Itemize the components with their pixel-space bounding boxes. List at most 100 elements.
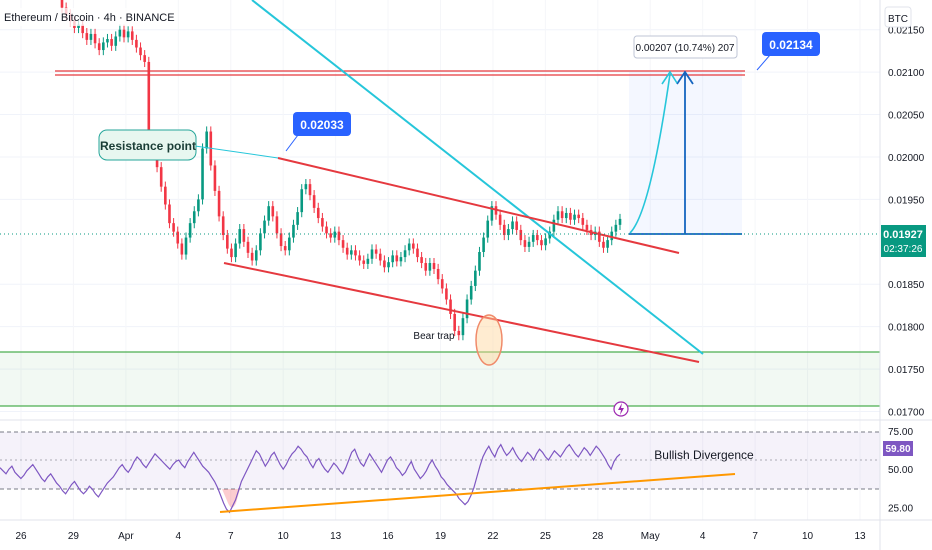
candle-body [544, 238, 547, 246]
candle-body [81, 24, 84, 34]
candle-body [445, 288, 448, 300]
candle-body [205, 131, 208, 149]
candle-body [213, 165, 217, 191]
candle-body [246, 241, 250, 253]
candle-body [296, 212, 299, 225]
candle-body [159, 167, 163, 187]
swing-high-pointer [285, 134, 299, 152]
price-tick-label: 0.01800 [888, 323, 925, 334]
candle-body [304, 184, 308, 190]
bear-trap-marker [475, 314, 503, 366]
candle-body [350, 250, 353, 255]
candle-body [126, 31, 130, 38]
candle-body [60, 0, 64, 8]
candle-body [416, 248, 419, 258]
drawings [0, 0, 880, 366]
candle-body [527, 241, 531, 247]
candle-body [378, 253, 382, 261]
rsi-tick-label: 50.00 [888, 465, 913, 476]
rsi-tick-label: 75.00 [888, 427, 913, 438]
candle-body [399, 257, 403, 262]
candle-body [366, 258, 370, 264]
rsi-line-group [0, 443, 621, 514]
projection-label-box [633, 35, 738, 59]
candle-body [300, 189, 304, 213]
candle-body [118, 29, 122, 37]
candle-body [168, 204, 171, 224]
time-tick-label: 19 [435, 531, 447, 542]
candle-body [308, 184, 312, 196]
currency-box[interactable] [884, 6, 912, 28]
candle-body [97, 43, 101, 51]
candle-body [275, 216, 279, 234]
time-tick-label: 16 [383, 531, 395, 542]
grid [0, 29, 880, 413]
candle-body [403, 250, 407, 258]
candle-body [192, 211, 196, 224]
support-zone [0, 352, 880, 406]
candle-body [598, 231, 601, 242]
candle-body [469, 285, 473, 300]
candle-body [424, 263, 428, 271]
resistance-point-label: Resistance point [100, 139, 196, 153]
candle-body [412, 243, 415, 249]
descending-trendline [251, 0, 704, 355]
current-price-label: 0.01927 [883, 229, 923, 241]
countdown-label: 02:37:26 [884, 244, 923, 255]
candle-body [93, 33, 97, 44]
candle-body [201, 148, 204, 200]
candle-body [184, 237, 188, 255]
candle-body [139, 47, 142, 56]
candle-body [89, 33, 93, 40]
candle-body [490, 206, 494, 221]
price-axis-bg [880, 0, 932, 550]
callouts: Resistance point 0.02033 0.02134 0.00207… [98, 32, 820, 417]
price-axis-ticks: 0.02150 0.02100 0.02050 0.02000 0.01950 0.018… [888, 26, 925, 419]
time-tick-label: 13 [854, 531, 866, 542]
candle-body [147, 61, 151, 139]
candle-body [606, 240, 609, 248]
candle-body [279, 233, 283, 247]
candle-body [502, 224, 506, 236]
candle-body [428, 263, 432, 271]
candle-body [577, 214, 580, 219]
candle-body [362, 260, 366, 264]
bullish-divergence-label: Bullish Divergence [654, 448, 754, 462]
projection-curve-head [661, 70, 678, 85]
candle-body [387, 262, 390, 268]
candle-body [341, 240, 345, 248]
candle-body [395, 255, 399, 262]
time-tick-label: 25 [540, 531, 552, 542]
candle-body [461, 318, 465, 336]
candle-body [540, 240, 543, 246]
candle-body [614, 224, 618, 232]
candle-body [536, 235, 539, 241]
candle-body [391, 255, 394, 263]
candle-body [135, 39, 138, 48]
candle-body [267, 206, 270, 221]
candle-body [226, 235, 229, 249]
candle-body [440, 279, 444, 289]
candle-body [176, 231, 180, 244]
candle-body [110, 39, 113, 46]
candle-body [263, 220, 266, 234]
candle-body [325, 226, 328, 234]
candle-body [552, 219, 556, 232]
candle-body [197, 199, 200, 212]
candle-body [358, 255, 361, 261]
candle-body [585, 224, 589, 230]
price-tick-label: 0.01750 [888, 365, 925, 376]
target-label: 0.02134 [769, 38, 813, 52]
candles [60, 0, 622, 341]
candle-body [515, 221, 518, 230]
price-tick-label: 0.02150 [888, 26, 925, 37]
title-bar: Ethereum / Bitcoin · 4h · BINANCE [0, 8, 175, 26]
candle-body [523, 240, 527, 247]
candle-body [474, 270, 477, 286]
chart-title[interactable]: Ethereum / Bitcoin · 4h · BINANCE [4, 12, 175, 24]
candle-body [234, 243, 237, 258]
candle-body [122, 29, 126, 38]
candle-body [519, 229, 523, 241]
